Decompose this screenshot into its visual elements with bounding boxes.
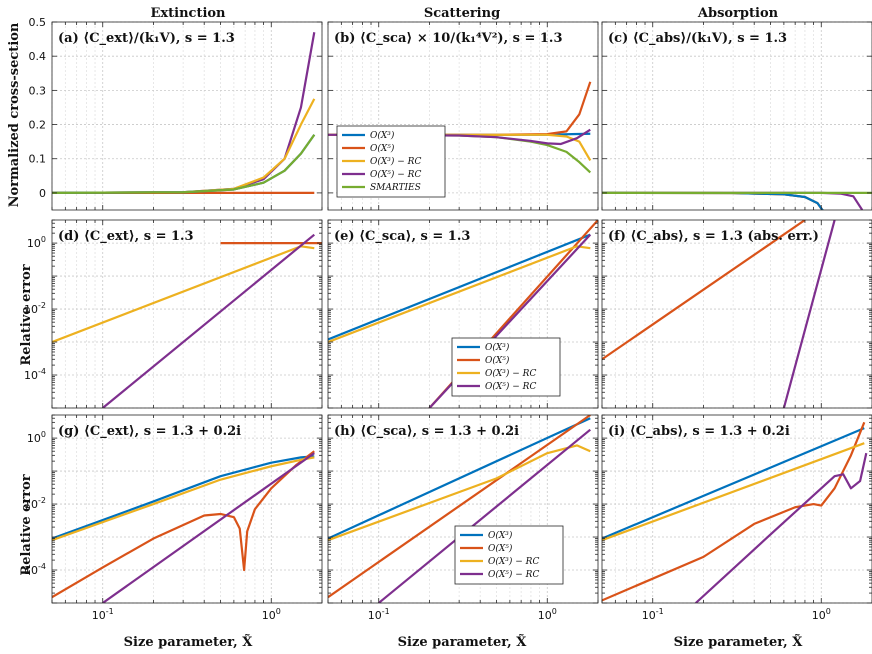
series-group — [52, 233, 322, 408]
series-o3rc — [52, 456, 315, 542]
ylabel-middle: Relative error — [19, 264, 34, 365]
y-tick-label: 100 — [27, 235, 46, 250]
series-group — [602, 220, 836, 408]
series-o5 — [602, 421, 866, 602]
y-tick-label: 0 — [39, 187, 46, 200]
col-title-scattering: Scattering — [424, 6, 500, 21]
legend-label-smarties: SMARTIES — [370, 183, 421, 193]
x-tick-label: 100 — [812, 607, 831, 622]
x-tick-label: 10-1 — [92, 607, 114, 622]
series-group — [52, 32, 316, 195]
plot-area — [602, 415, 872, 603]
series-o5rc — [328, 128, 591, 146]
ylabel-top: Normalized cross-section — [7, 22, 22, 207]
series-o3rc — [328, 444, 591, 542]
series-o3rc — [328, 245, 591, 344]
panel-title-d: (d) ⟨C_ext⟩, s = 1.3 — [58, 229, 194, 244]
series-o3 — [602, 427, 865, 540]
plot-area — [52, 22, 322, 210]
panel-title-e: (e) ⟨C_sca⟩, s = 1.3 — [334, 229, 470, 244]
axes-frame — [327, 21, 599, 211]
series-o5 — [52, 450, 315, 599]
legend-label-o5rc: O(X⁵) − RC — [370, 169, 421, 180]
panel-title-i: (i) ⟨C_abs⟩, s = 1.3 + 0.2i — [608, 424, 790, 439]
x-tick-label: 10-1 — [642, 607, 664, 622]
series-group — [602, 191, 872, 210]
x-tick-label: 10-1 — [368, 607, 390, 622]
y-tick-label: 10-4 — [24, 562, 46, 577]
series-o5 — [328, 415, 591, 599]
x-tick-label: 100 — [262, 607, 281, 622]
legend-label-o3rc: O(X³) − RC — [485, 368, 536, 379]
y-tick-label: 0.2 — [29, 119, 47, 132]
panel-d: 10-4 10-2 100 (d) ⟨C_ext⟩, s = 1.3 — [24, 219, 323, 409]
plot-area — [602, 220, 872, 408]
series-o5rc — [782, 220, 836, 408]
legend-bottom: O(X³) O(X⁵) O(X³) − RC O(X⁵) − RC — [454, 525, 564, 585]
xlabel-middle: Size parameter, X̃ — [398, 634, 528, 650]
series-o3 — [328, 417, 591, 540]
panel-title-g: (g) ⟨C_ext⟩, s = 1.3 + 0.2i — [58, 424, 241, 439]
series-o5rc — [102, 233, 315, 408]
series-o5rc — [378, 428, 591, 603]
series-o5rc — [695, 452, 868, 603]
axes-frame — [601, 21, 872, 211]
panel-b: (b) ⟨C_sca⟩ × 10/(k₁⁴V²), s = 1.3 — [327, 21, 599, 211]
series-o3 — [328, 233, 591, 341]
panel-g: 10-4 10-2 100 10-1 100 (g) ⟨C_ext⟩, s = 1.3 +… — [24, 414, 323, 622]
xlabel-right: Size parameter, X̃ — [674, 634, 804, 650]
y-tick-label: 10-2 — [24, 496, 46, 511]
legend-label-o3rc: O(X³) − RC — [370, 156, 421, 167]
axes-frame — [51, 21, 323, 211]
panel-title-h: (h) ⟨C_sca⟩, s = 1.3 + 0.2i — [334, 424, 519, 439]
ylabel-bottom: Relative error — [19, 474, 34, 575]
plot-area — [52, 415, 322, 603]
y-tick-label: 0.5 — [29, 16, 47, 29]
legend-label-o5: O(X⁵) — [370, 143, 395, 154]
legend-label-o3: O(X³) — [485, 342, 510, 353]
panel-title-b: (b) ⟨C_sca⟩ × 10/(k₁⁴V²), s = 1.3 — [334, 31, 563, 46]
y-tick-label: 0.4 — [29, 50, 47, 63]
panel-c: 00.10.20.30.40.5(c) ⟨C_abs⟩/(k₁V), s = 1… — [601, 21, 872, 211]
legend-label-o5rc: O(X⁵) − RC — [485, 381, 536, 392]
series-o5 — [602, 220, 806, 361]
panel-title-f: (f) ⟨C_abs⟩, s = 1.3 (abs. err.) — [608, 229, 819, 244]
series-o3rc — [602, 442, 865, 542]
plot-area — [602, 22, 872, 210]
series-smarties — [52, 134, 316, 195]
series-o3rc — [328, 133, 592, 161]
x-tick-label: 100 — [538, 607, 557, 622]
panel-h: 10-1 100 (h) ⟨C_sca⟩, s = 1.3 + 0.2i — [327, 414, 599, 622]
series-o3 — [52, 455, 315, 540]
y-tick-label: 100 — [27, 430, 46, 445]
y-tick-label: 0.1 — [29, 153, 47, 166]
panel-a: 0 0.1 0.2 0.3 0.4 0.5 (a) ⟨C_ext⟩/(k₁V), s = 1… — [29, 16, 323, 211]
series-o5rc — [102, 452, 315, 603]
series-group — [328, 415, 591, 603]
col-title-extinction: Extinction — [150, 6, 226, 21]
xlabel-left: Size parameter, X̃ — [124, 634, 254, 650]
panel-title-c: (c) ⟨C_abs⟩/(k₁V), s = 1.3 — [608, 31, 787, 46]
legend-label-o3: O(X³) — [488, 530, 513, 541]
legend-middle: O(X³) O(X⁵) O(X³) − RC O(X⁵) − RC — [451, 337, 561, 397]
y-tick-label: 0.3 — [29, 84, 47, 97]
legend-top: O(X³) O(X⁵) O(X³) − RC O(X⁵) − RC SMARTIES — [336, 125, 446, 198]
col-title-absorption: Absorption — [697, 6, 779, 21]
legend-label-o3rc: O(X³) − RC — [488, 556, 539, 567]
y-tick-label: 10-2 — [24, 301, 46, 316]
legend-label-o5: O(X⁵) — [485, 355, 510, 366]
series-group — [602, 421, 868, 603]
y-tick-label: 10-4 — [24, 367, 46, 382]
legend-label-o5: O(X⁵) — [488, 543, 513, 554]
legend-label-o3: O(X³) — [370, 130, 395, 141]
series-group — [52, 450, 315, 603]
legend-label-o5rc: O(X⁵) − RC — [488, 569, 539, 580]
panel-title-a: (a) ⟨C_ext⟩/(k₁V), s = 1.3 — [58, 31, 235, 46]
plot-area — [52, 220, 322, 408]
